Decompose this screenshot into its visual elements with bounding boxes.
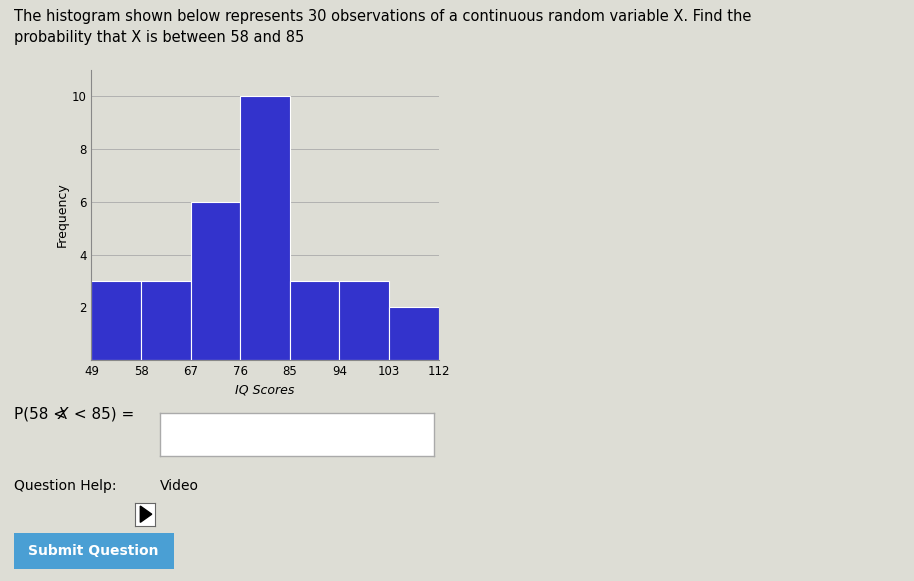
Text: X: X: [58, 407, 68, 422]
X-axis label: IQ Scores: IQ Scores: [236, 383, 294, 397]
Text: The histogram shown below represents 30 observations of a continuous random vari: The histogram shown below represents 30 …: [14, 9, 751, 24]
Text: < 85) =: < 85) =: [69, 407, 133, 422]
Text: probability that X is between 58 and 85: probability that X is between 58 and 85: [14, 30, 304, 45]
Text: Video: Video: [160, 479, 199, 493]
Text: Submit Question: Submit Question: [28, 544, 159, 558]
Bar: [290, 281, 339, 360]
Bar: [339, 281, 389, 360]
Bar: [91, 281, 141, 360]
Y-axis label: Frequency: Frequency: [56, 182, 69, 248]
Bar: [191, 202, 240, 360]
Polygon shape: [140, 506, 152, 522]
Text: Question Help:: Question Help:: [14, 479, 116, 493]
Bar: [141, 281, 191, 360]
Text: P(58 <: P(58 <: [14, 407, 70, 422]
Bar: [240, 96, 290, 360]
Bar: [389, 307, 439, 360]
